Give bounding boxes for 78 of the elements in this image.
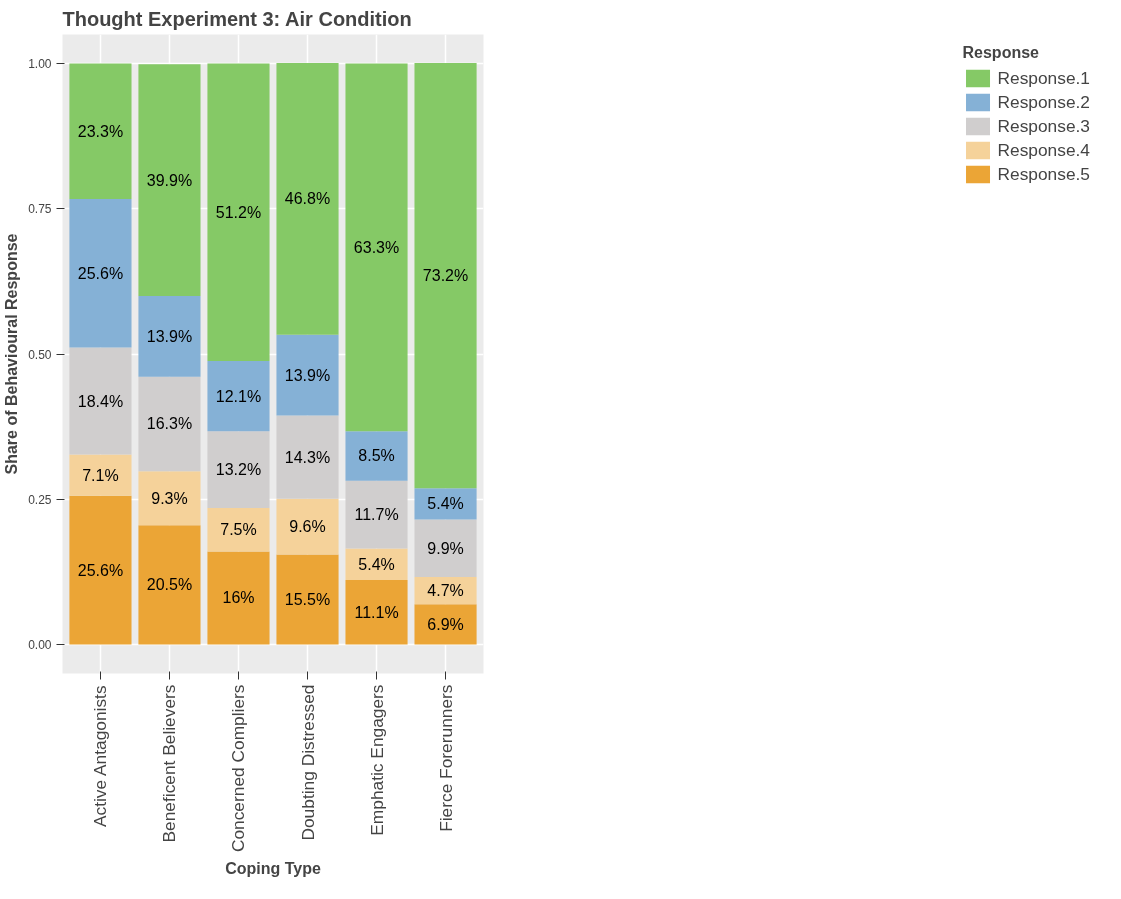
x-tick-label: Fierce Forerunners [435,684,456,832]
chart-title: Thought Experiment 3: Air Condition [62,7,412,30]
data-label: 8.5% [358,447,395,465]
data-label: 9.3% [151,489,188,507]
x-axis-title: Coping Type [225,860,321,878]
data-label: 11.7% [354,506,399,524]
legend-title: Response [962,44,1040,62]
legend-label: Response.2 [997,91,1090,113]
legend-label: Response.5 [997,163,1090,185]
bar [276,554,339,645]
data-label: 11.1% [354,603,399,621]
data-label: 23.3% [77,122,124,140]
bar [414,519,477,578]
x-tick-label: Concerned Compliers [228,684,249,853]
bar [207,507,270,552]
bar [276,498,339,555]
x-tick-label: Emphatic Engagers [366,684,387,836]
bar [138,295,201,377]
bar [69,454,132,496]
x-tick-label: Doubting Distressed [297,684,318,841]
bar [276,415,339,499]
y-tick-label: 1.00 [28,57,52,72]
data-label: 6.9% [427,615,464,633]
data-label: 39.9% [146,171,193,189]
bar [207,431,270,508]
y-tick-label: 0.00 [28,637,52,652]
data-label: 18.4% [77,392,124,410]
data-label: 14.3% [284,448,331,466]
legend-label: Response.3 [997,115,1090,137]
bar [138,525,201,645]
data-label: 46.8% [284,190,331,208]
data-label: 13.9% [146,327,193,345]
bar [414,62,477,489]
data-label: 73.2% [422,267,469,285]
bar [276,62,339,335]
data-label: 12.1% [215,387,262,405]
data-label: 7.5% [220,521,257,539]
data-label: 13.2% [215,461,262,479]
data-label: 15.5% [284,590,331,608]
bar [207,551,270,645]
bar [345,431,408,481]
data-label: 5.4% [358,555,395,573]
y-tick-label: 0.75 [28,202,52,217]
data-label: 4.7% [427,582,464,600]
bar [345,480,408,549]
y-axis-title: Share of Behavioural Response [3,233,21,475]
bar [207,360,270,432]
bar [69,347,132,455]
legend-label: Response.4 [997,139,1090,161]
data-label: 7.1% [82,466,119,484]
bar [69,63,132,199]
bar [138,471,201,526]
y-tick-label: 0.25 [28,492,52,507]
legend-label: Response.1 [997,67,1090,89]
bar [69,198,132,348]
bar [138,376,201,472]
data-label: 13.9% [284,366,331,384]
x-tick-label: Active Antagonists [90,685,111,828]
data-label: 16% [222,589,255,607]
bar [414,488,477,520]
bar [345,63,408,432]
y-tick-label: 0.50 [28,347,52,362]
data-label: 20.5% [146,576,193,594]
bar [276,334,339,416]
bar [138,64,201,296]
x-tick-label: Beneficent Believers [159,684,180,843]
bar [414,604,477,645]
data-label: 9.6% [289,518,326,536]
bar [345,579,408,645]
bar [69,495,132,645]
data-label: 9.9% [427,539,464,557]
data-label: 63.3% [353,238,400,256]
data-label: 25.6% [77,561,124,579]
data-label: 25.6% [77,264,124,282]
bar [207,63,270,361]
data-label: 5.4% [427,495,464,513]
data-label: 51.2% [215,203,262,221]
data-label: 16.3% [146,415,193,433]
